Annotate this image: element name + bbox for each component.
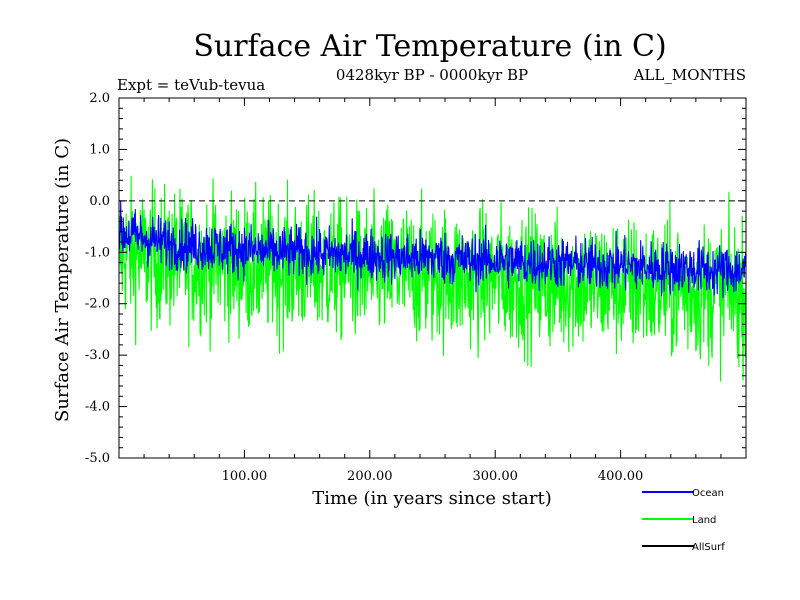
series-layer (118, 175, 747, 382)
y-tick-label: -5.0 (85, 451, 110, 466)
legend-label: Ocean (692, 488, 724, 499)
plot-frame (118, 97, 747, 459)
x-axis-title: Time (in years since start) (312, 488, 552, 509)
months-label: ALL_MONTHS (633, 66, 746, 84)
time-range-label: 0428kyr BP - 0000kyr BP (336, 66, 528, 84)
y-tick-label: 1.0 (89, 142, 110, 157)
experiment-label: Expt = teVub-tevua (117, 76, 265, 94)
legend-label: AllSurf (692, 542, 725, 553)
ticks-layer: 2.0 1.0 0.0 -1.0 -2.0 -3.0 -4.0 -5.0 100.00 200.0… (85, 91, 746, 484)
y-tick-label: -1.0 (85, 245, 110, 260)
plot-area: 2.0 1.0 0.0 -1.0 -2.0 -3.0 -4.0 -5.0 100.00 200.0… (85, 91, 747, 484)
y-tick-label: -2.0 (85, 297, 110, 312)
y-tick-label: 0.0 (89, 194, 110, 209)
y-axis-title: Surface Air Temperature (in C) (52, 138, 73, 422)
y-tick-label: -4.0 (85, 400, 110, 415)
legend-item-ocean: Ocean (642, 488, 724, 499)
x-tick-label: 400.00 (598, 469, 644, 484)
y-tick-label: 2.0 (89, 91, 110, 106)
legend-item-land: Land (642, 515, 716, 526)
legend-item-allsurf: AllSurf (642, 542, 725, 553)
x-tick-label: 100.00 (222, 469, 268, 484)
series-line-ocean (118, 200, 747, 298)
legend-label: Land (692, 515, 716, 526)
y-tick-label: -3.0 (85, 348, 110, 363)
chart-title: Surface Air Temperature (in C) (193, 29, 666, 64)
x-tick-label: 300.00 (472, 469, 518, 484)
legend: Ocean Land AllSurf (642, 488, 725, 553)
x-tick-label: 200.00 (347, 469, 393, 484)
